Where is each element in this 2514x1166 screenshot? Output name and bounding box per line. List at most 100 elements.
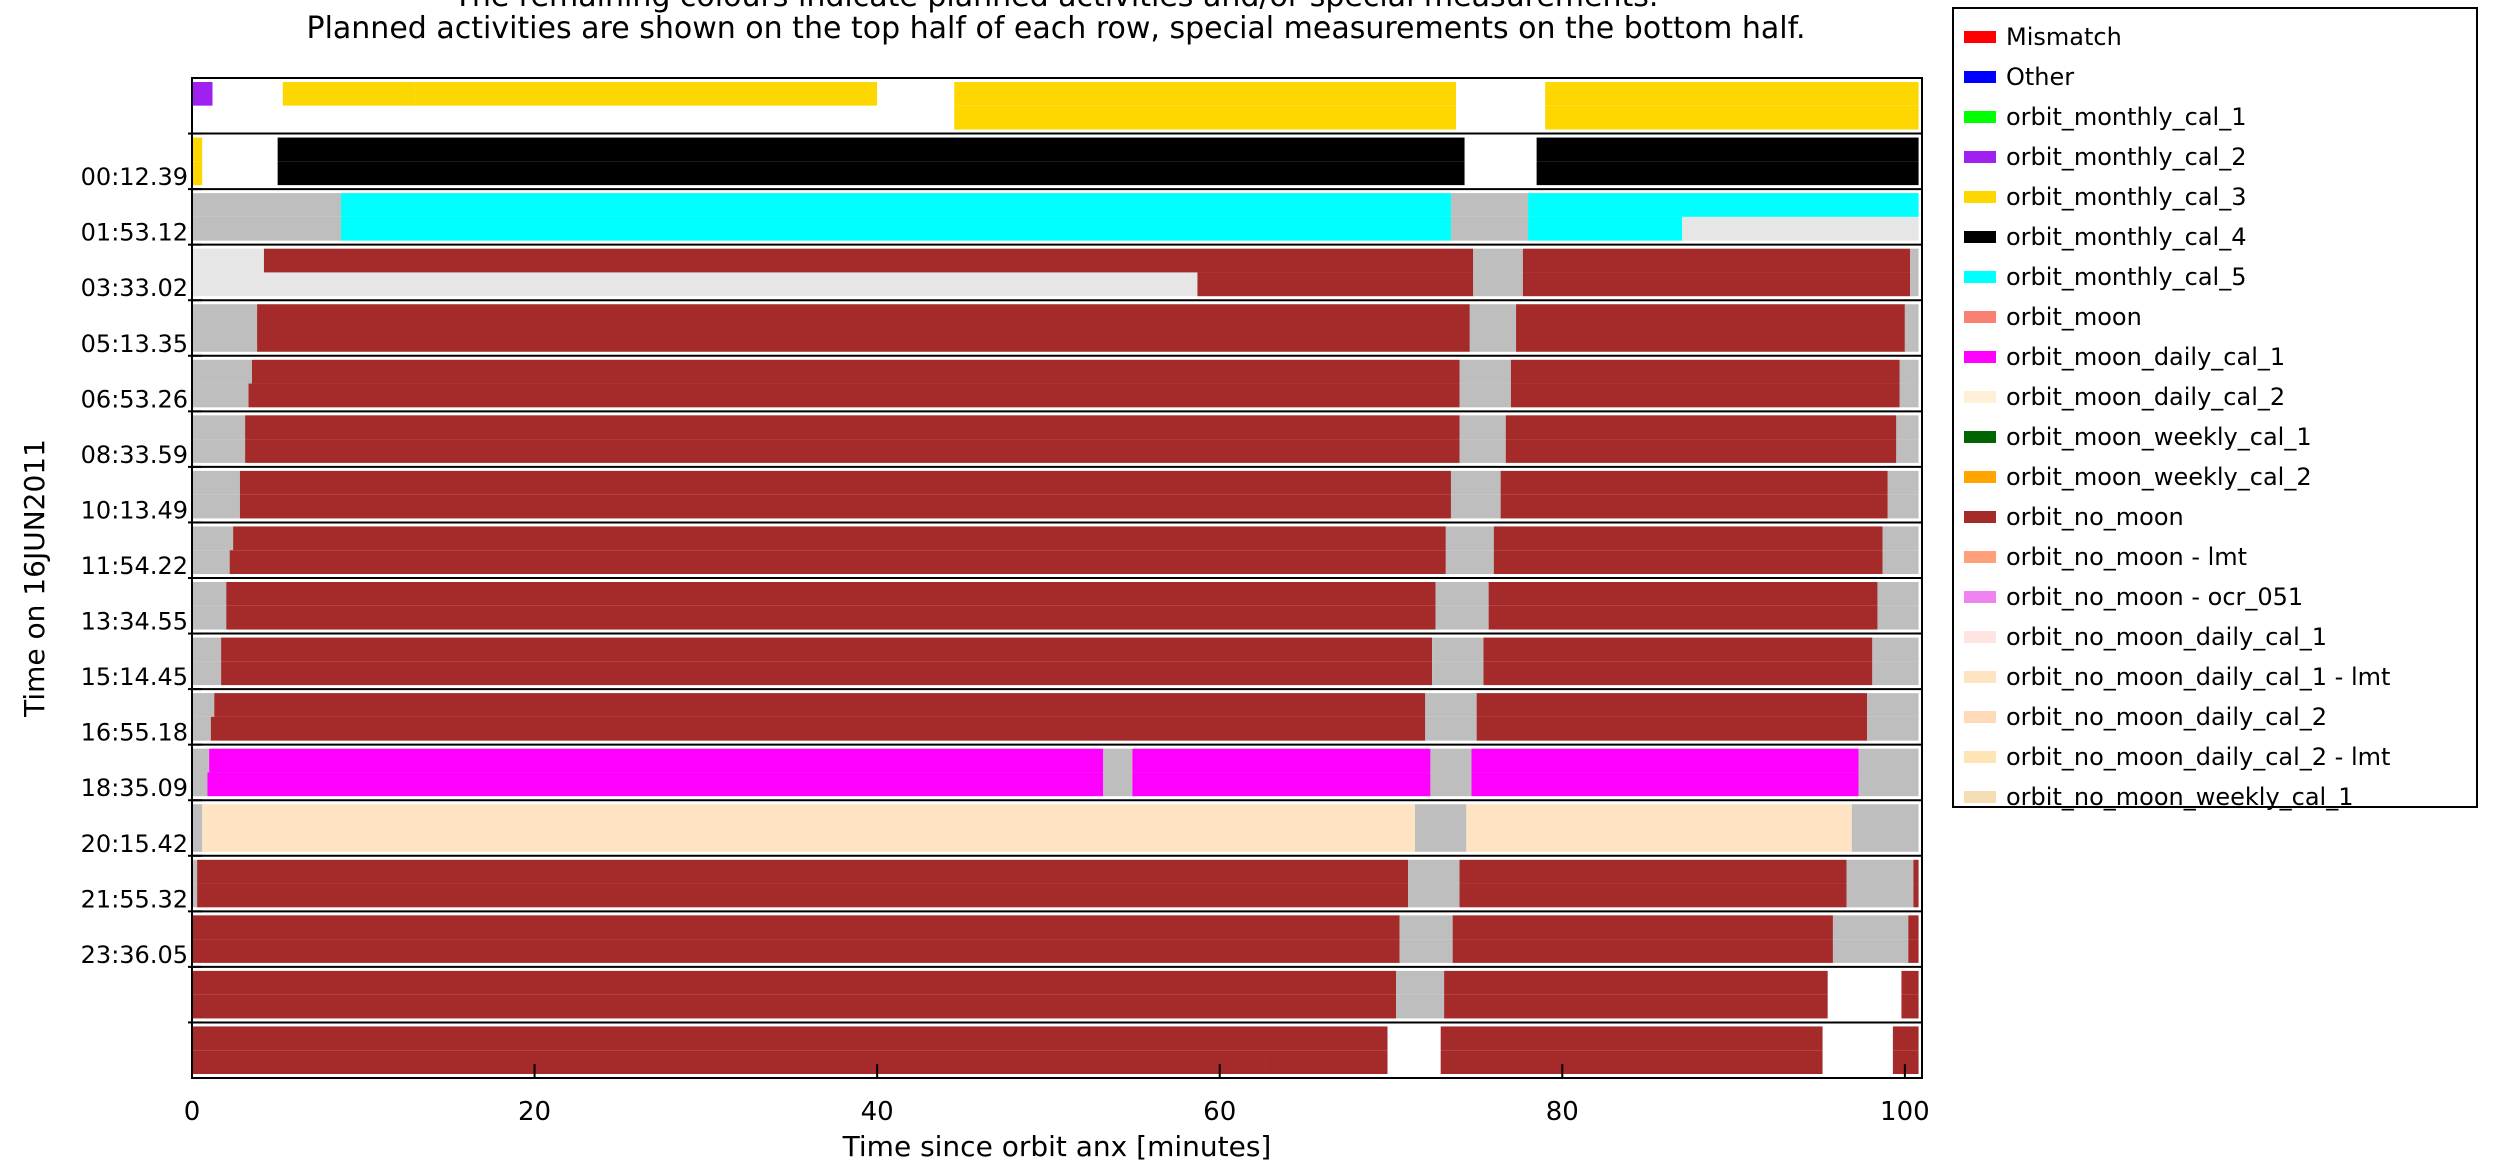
legend-item: orbit_no_moon (1964, 497, 2184, 537)
timeline-row (192, 521, 1922, 574)
activity-segment (202, 137, 278, 162)
activity-segment (1822, 1026, 1893, 1051)
activity-segment (1882, 526, 1919, 551)
y-tick-label: 08:33.59 (81, 441, 188, 469)
y-axis-ticks: 00:12.39 01:53.12 03:33.02 05:13.35 06:53.26… (81, 132, 202, 1024)
activity-segment (1510, 383, 1900, 408)
timeline-row (192, 188, 1922, 241)
activity-segment (226, 605, 1436, 630)
activity-segment (1132, 772, 1431, 797)
legend-swatch (1964, 591, 1996, 603)
legend-label: orbit_moon_weekly_cal_2 (2006, 463, 2312, 491)
activity-segment (1469, 328, 1517, 352)
activity-segment (1887, 494, 1919, 519)
activity-segment (1892, 1050, 1919, 1074)
activity-segment (1892, 1026, 1919, 1051)
activity-segment (1536, 137, 1919, 162)
legend-item: Other (1964, 57, 2074, 97)
activity-segment (192, 883, 198, 908)
activity-segment (1536, 161, 1919, 186)
activity-segment (1466, 828, 1852, 852)
activity-segment (341, 216, 1451, 241)
legend-label: orbit_no_moon_daily_cal_1 (2006, 623, 2328, 651)
legend: Mismatch Other orbit_monthly_cal_1 orbit_mo… (1952, 7, 2478, 811)
activity-segment (954, 105, 1457, 130)
activity-segment (1103, 772, 1133, 797)
legend-swatch (1964, 471, 1996, 483)
legend-label: orbit_monthly_cal_5 (2006, 263, 2247, 291)
activity-segment (192, 772, 208, 797)
activity-segment (1103, 748, 1133, 773)
legend-label: orbit_no_moon_daily_cal_2 (2006, 703, 2328, 731)
activity-segment (1510, 359, 1900, 384)
legend-label: orbit_no_moon - lmt (2006, 543, 2248, 571)
activity-segment (1545, 82, 1919, 106)
legend-label: Mismatch (2006, 23, 2122, 51)
activity-segment (192, 304, 258, 328)
activity-segment (1459, 415, 1506, 440)
activity-segment (1887, 470, 1919, 495)
activity-segment (1846, 883, 1914, 908)
activity-segment (192, 82, 213, 106)
legend-swatch (1964, 31, 1996, 43)
activity-segment (1858, 772, 1919, 797)
legend-label: orbit_no_moon - ocr_051 (2006, 583, 2304, 611)
activity-segment (1522, 248, 1911, 273)
activity-segment (277, 137, 1465, 162)
activity-segment (1516, 304, 1905, 328)
y-tick-label: 23:36.05 (81, 941, 188, 969)
legend-label: orbit_moon (2006, 303, 2142, 331)
legend-item: orbit_no_moon_daily_cal_2 (1964, 697, 2327, 737)
activity-segment (212, 82, 283, 106)
activity-segment (1450, 494, 1501, 519)
activity-segment (257, 328, 1470, 352)
activity-segment (1459, 359, 1511, 384)
activity-segment (192, 137, 203, 162)
timeline-row (192, 354, 1922, 408)
timeline-row (192, 688, 1922, 741)
legend-swatch (1964, 631, 1996, 643)
legend-item: orbit_moon_weekly_cal_2 (1964, 457, 2312, 497)
activity-segment (1408, 883, 1460, 908)
activity-segment (1500, 494, 1888, 519)
x-axis-ticks: 0 20 40 60 80 100 (184, 1064, 1930, 1127)
activity-segment (1872, 637, 1919, 662)
timeline-row (192, 465, 1922, 519)
activity-segment (877, 82, 955, 106)
activity-segment (192, 415, 246, 440)
activity-segment (1832, 915, 1909, 940)
activity-segment (1440, 1026, 1823, 1051)
legend-label: orbit_no_moon (2006, 503, 2184, 531)
activity-segment (1430, 772, 1472, 797)
activity-segment (1464, 161, 1537, 186)
activity-segment (1901, 970, 1919, 995)
activity-segment (192, 605, 227, 630)
legend-item: orbit_no_moon_daily_cal_2 - lmt (1964, 737, 2390, 777)
activity-segment (1440, 1050, 1823, 1074)
activity-segment (233, 526, 1446, 551)
activity-segment (1899, 359, 1919, 384)
activity-segment (1444, 994, 1828, 1019)
activity-segment (277, 161, 1465, 186)
activity-segment (1459, 383, 1511, 408)
activity-segment (1901, 994, 1919, 1019)
activity-segment (192, 748, 210, 773)
activity-segment (192, 1050, 1266, 1074)
legend-item: orbit_monthly_cal_1 (1964, 97, 2246, 137)
legend-item: Mismatch (1964, 17, 2122, 57)
activity-segment (1197, 272, 1474, 297)
legend-item: orbit_monthly_cal_3 (1964, 177, 2246, 217)
activity-segment (1444, 970, 1828, 995)
legend-swatch (1964, 271, 1996, 283)
activity-segment (1408, 859, 1460, 884)
activity-segment (1846, 859, 1914, 884)
activity-segment (1910, 248, 1919, 273)
activity-segment (192, 1026, 1388, 1051)
legend-label: orbit_no_moon_daily_cal_2 - lmt (2006, 743, 2391, 771)
activity-segment (192, 915, 1400, 940)
timeline-row (192, 410, 1922, 463)
activity-segment (221, 661, 1433, 686)
legend-item: orbit_moon_daily_cal_1 (1964, 337, 2285, 377)
x-tick-label: 100 (1880, 1097, 1930, 1127)
activity-segment (1908, 915, 1919, 940)
